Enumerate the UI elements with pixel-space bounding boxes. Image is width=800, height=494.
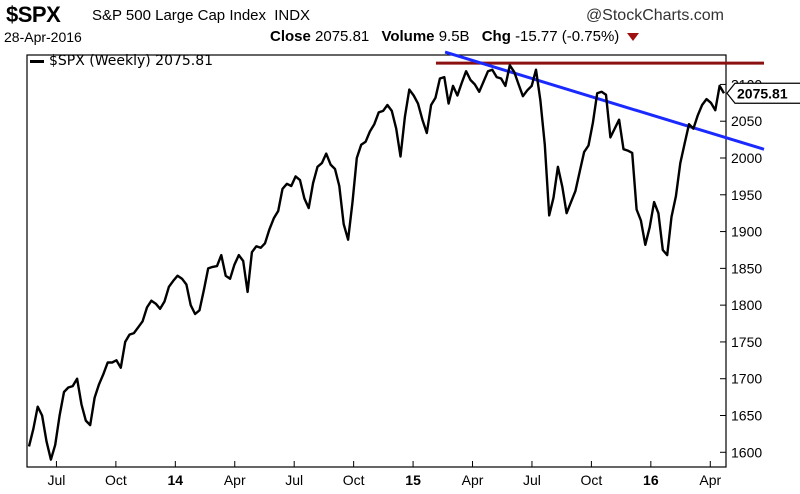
down-arrow-icon: [627, 33, 640, 42]
x-tick-label: 16: [643, 472, 659, 488]
x-tick-label: Jul: [285, 472, 303, 488]
quote-summary: Close 2075.81 Volume 9.5B Chg -15.77 (-0…: [270, 28, 640, 45]
close-label: Close: [270, 28, 311, 45]
last-price-box: [726, 82, 800, 104]
x-axis: Jul Oct 14 Apr Jul Oct 15 Apr Jul Oct 16 Apr: [47, 461, 722, 488]
x-tick-label: Jul: [523, 472, 541, 488]
legend: $SPX (Weekly) 2075.81: [30, 53, 213, 69]
brand-watermark[interactable]: @StockCharts.com: [585, 7, 724, 24]
y-tick-label: 2000: [731, 150, 762, 166]
ticker-symbol: $SPX: [6, 2, 61, 27]
volume-label: Volume: [381, 28, 435, 45]
x-tick-label: Jul: [47, 472, 65, 488]
exchange-code: INDX: [274, 7, 311, 24]
y-tick-label: 1950: [731, 187, 762, 203]
trendlines: [435, 50, 765, 151]
x-tick-label: Apr: [462, 472, 484, 488]
legend-label: $SPX (Weekly) 2075.81: [49, 53, 214, 69]
chg-label: Chg: [481, 28, 511, 45]
y-tick-label: 1750: [731, 334, 762, 350]
y-tick-label: 1600: [731, 444, 762, 460]
y-tick-label: 1800: [731, 297, 762, 313]
y-tick-label: 1650: [731, 408, 762, 424]
y-tick-label: 1850: [731, 260, 762, 276]
x-tick-label: 15: [405, 472, 421, 488]
y-tick-label: 1700: [731, 371, 762, 387]
x-tick-label: Oct: [581, 472, 603, 488]
x-tick-label: Apr: [699, 472, 721, 488]
x-tick-label: Oct: [343, 472, 365, 488]
x-tick-label: Oct: [105, 472, 127, 488]
index-name: S&P 500 Large Cap Index: [92, 7, 267, 24]
chg-value: -15.77 (-0.75%): [515, 28, 620, 45]
y-tick-label: 1900: [731, 224, 762, 240]
index-name-line: S&P 500 Large Cap Index INDX: [92, 7, 310, 24]
last-price-label: 2075.81: [737, 85, 788, 101]
quote-date: 28-Apr-2016: [4, 29, 82, 45]
y-tick-label: 2050: [731, 113, 762, 129]
x-tick-label: 14: [168, 472, 184, 488]
volume-value: 9.5B: [438, 28, 470, 45]
legend-swatch: [30, 59, 44, 63]
price-series-line: [27, 64, 726, 461]
trendline-downtrend: [444, 50, 765, 151]
plot-border: [26, 54, 727, 468]
close-value: 2075.81: [315, 28, 370, 45]
x-tick-label: Apr: [224, 472, 246, 488]
last-price-marker: 2075.81: [726, 82, 800, 104]
